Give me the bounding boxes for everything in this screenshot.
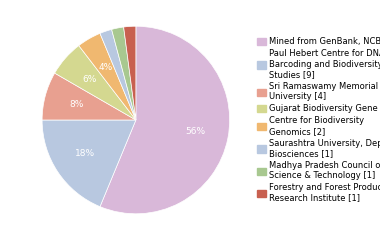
Text: 8%: 8%	[70, 100, 84, 109]
Wedge shape	[100, 30, 136, 120]
Text: 18%: 18%	[75, 149, 95, 158]
Wedge shape	[100, 26, 230, 214]
Wedge shape	[112, 27, 136, 120]
Wedge shape	[55, 46, 136, 120]
Text: 56%: 56%	[185, 127, 206, 136]
Legend: Mined from GenBank, NCBI [27], Paul Hebert Centre for DNA
Barcoding and Biodiver: Mined from GenBank, NCBI [27], Paul Hebe…	[257, 37, 380, 203]
Wedge shape	[42, 120, 136, 207]
Wedge shape	[124, 26, 136, 120]
Wedge shape	[42, 73, 136, 120]
Text: 4%: 4%	[98, 63, 112, 72]
Wedge shape	[79, 33, 136, 120]
Text: 6%: 6%	[83, 75, 97, 84]
